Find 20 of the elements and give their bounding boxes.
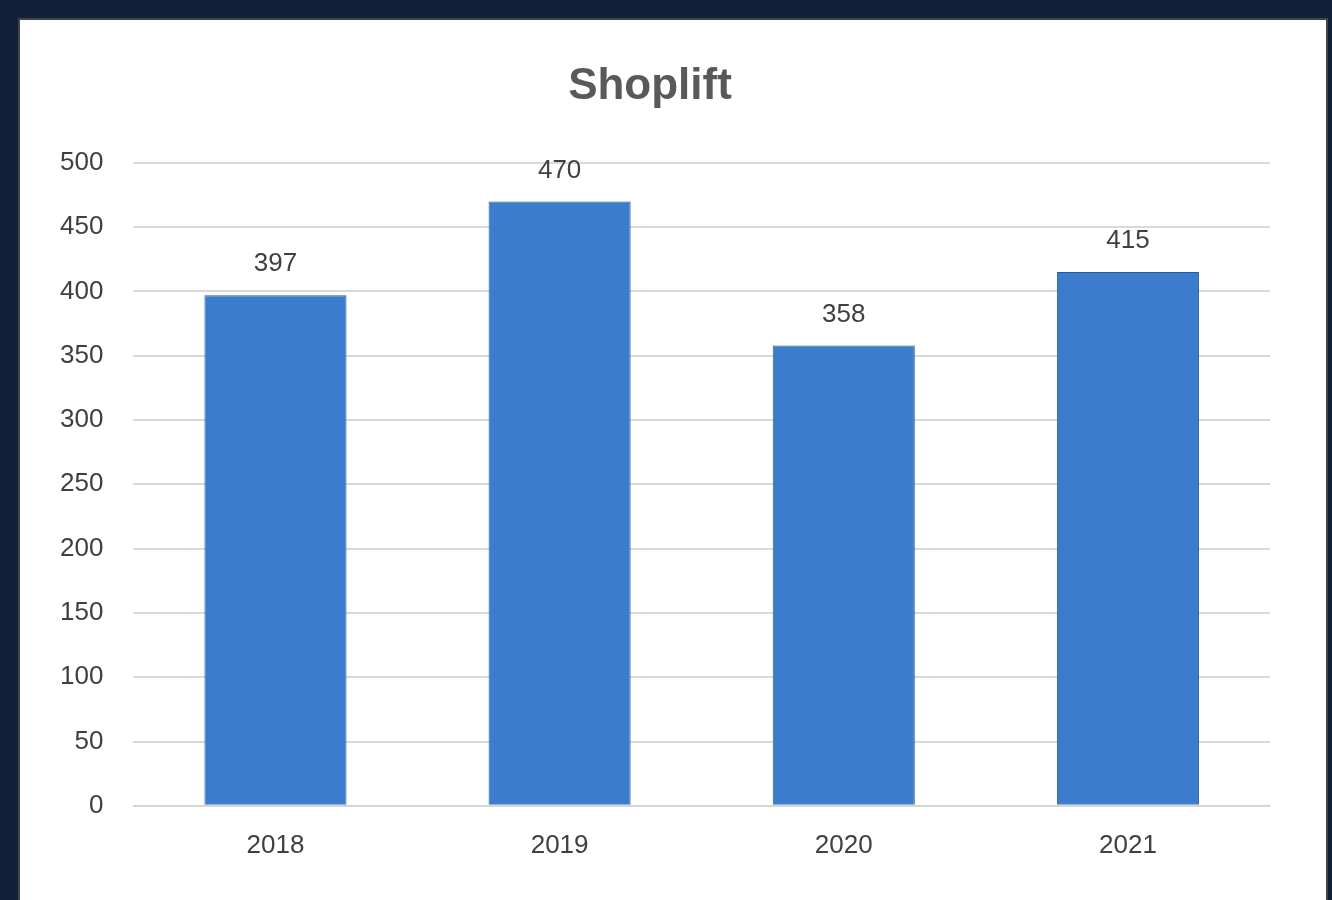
x-tick-label: 2019 [530, 828, 589, 859]
x-tick-label: 2018 [246, 828, 305, 859]
data-label: 358 [822, 297, 866, 328]
x-tick-label: 2020 [814, 828, 873, 859]
y-tick-label: 150 [59, 596, 104, 627]
y-tick-label: 50 [74, 724, 104, 755]
y-tick-label: 450 [59, 210, 104, 241]
data-label: 415 [1106, 224, 1150, 255]
y-tick-label: 350 [59, 338, 104, 369]
y-tick-label: 400 [59, 274, 104, 305]
data-label: 470 [537, 153, 582, 184]
y-tick-label: 250 [59, 467, 104, 498]
data-label: 397 [253, 247, 298, 278]
y-tick-label: 300 [59, 403, 104, 434]
y-tick-label: 500 [59, 145, 104, 176]
x-tick-label: 2021 [1099, 828, 1157, 859]
chart-title: Shoplift [568, 58, 733, 108]
y-tick-label: 0 [88, 788, 104, 819]
y-tick-label: 100 [59, 660, 104, 691]
y-tick-label: 200 [59, 531, 104, 562]
